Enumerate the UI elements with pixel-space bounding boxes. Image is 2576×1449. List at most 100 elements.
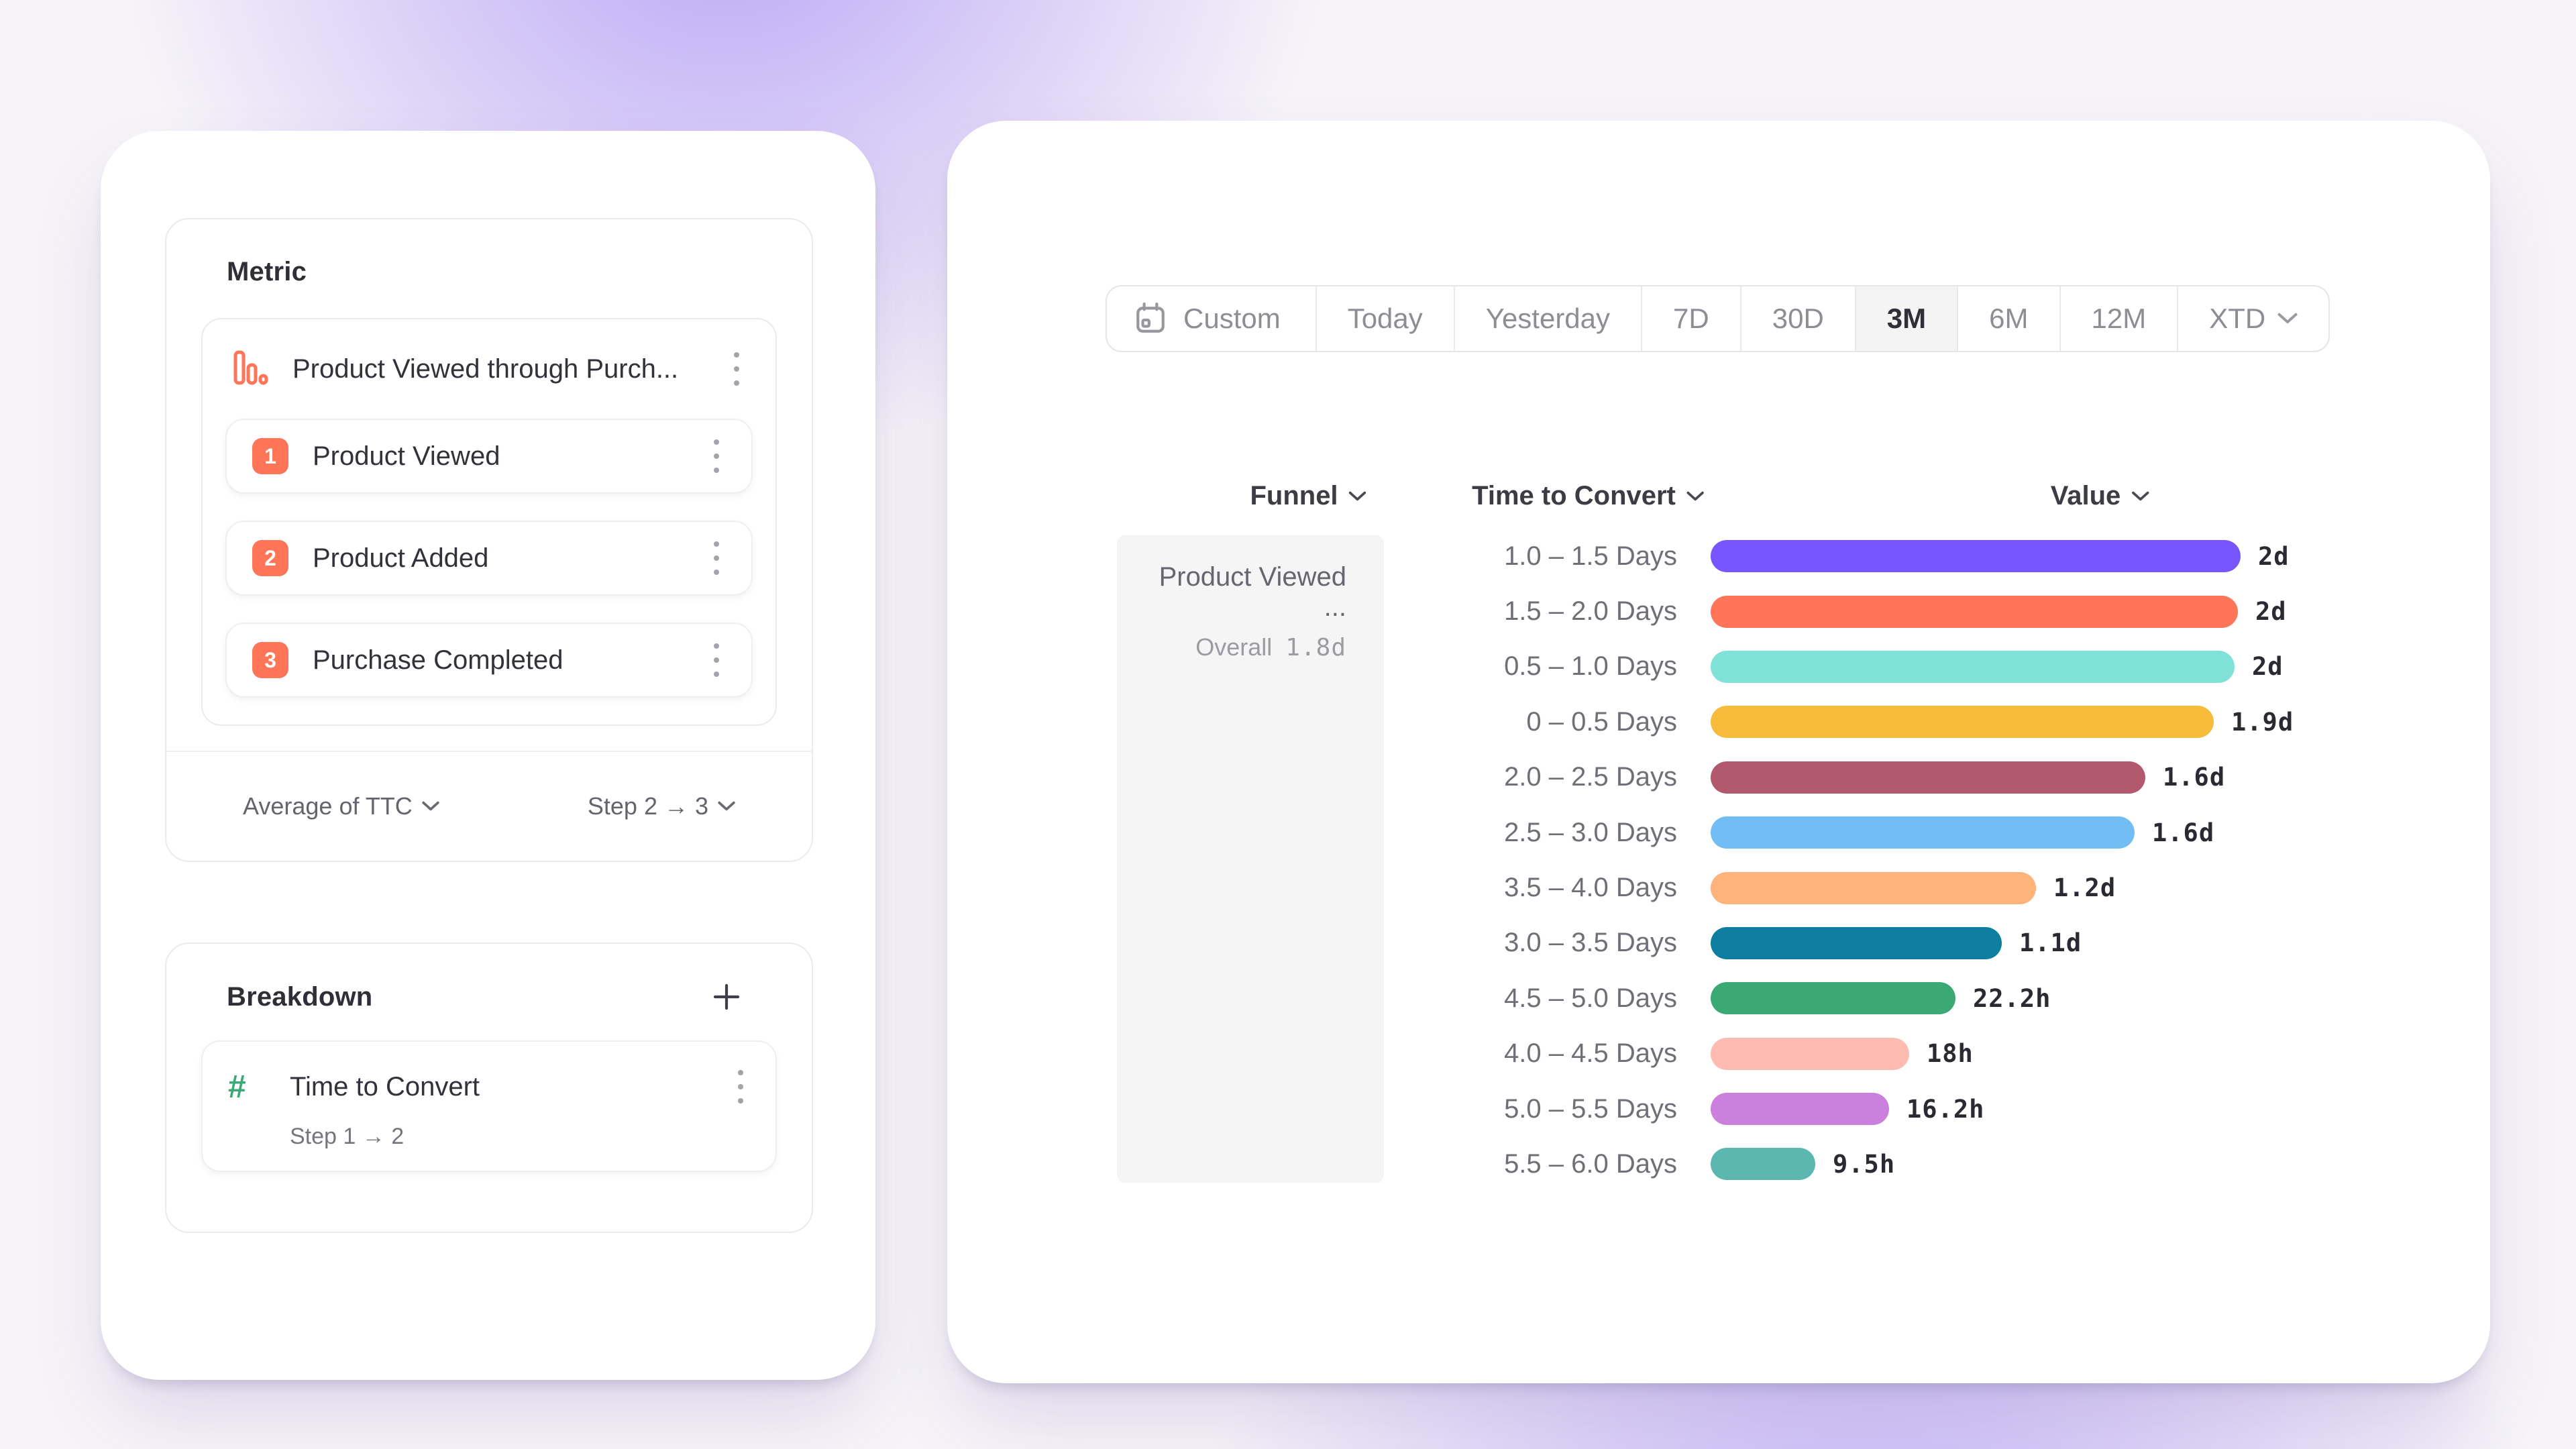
date-range-label: 7D — [1673, 303, 1709, 334]
value-bar[interactable] — [1711, 816, 2135, 849]
date-range-label: Yesterday — [1485, 303, 1611, 334]
value-bar[interactable] — [1711, 926, 2002, 959]
breakdown-section: Breakdown # Time to Convert Step 1 → 2 — [165, 943, 813, 1233]
breakdown-item-card[interactable]: # Time to Convert Step 1 → 2 — [201, 1040, 777, 1172]
value-bar[interactable] — [1711, 982, 1955, 1015]
column-header-label: Time to Convert — [1472, 481, 1676, 511]
funnel-step-1[interactable]: 1 Product Viewed — [225, 419, 753, 494]
bar-value-label: 1.9d — [2231, 707, 2294, 737]
value-bar[interactable] — [1711, 540, 2241, 573]
date-range-label: Custom — [1183, 303, 1281, 334]
breakdown-item-steps: Step 1 → 2 — [290, 1124, 405, 1149]
funnel-metric-card[interactable]: Product Viewed through Purch... 1 Product… — [201, 318, 777, 726]
date-range-6m[interactable]: 6M — [1957, 286, 2059, 351]
date-range-picker: Custom Today Yesterday 7D 30D 3M 6M 12M XTD — [1106, 285, 2330, 352]
bucket-label: 4.0 – 4.5 Days — [1504, 1038, 1677, 1069]
aggregation-dropdown[interactable]: Average of TTC — [243, 792, 439, 820]
step-number-badge: 1 — [252, 438, 288, 474]
bucket-label: 5.5 – 6.0 Days — [1504, 1148, 1677, 1179]
funnel-row-cell[interactable]: Product Viewed ... Overall 1.8d — [1117, 535, 1384, 1183]
kebab-menu-icon[interactable] — [731, 1063, 750, 1110]
date-range-xtd[interactable]: XTD — [2177, 286, 2328, 351]
value-bar[interactable] — [1711, 650, 2235, 683]
date-range-12m[interactable]: 12M — [2059, 286, 2178, 351]
chart-row: 0.5 – 1.0 Days 2d — [947, 639, 2490, 694]
breakdown-item-label: Time to Convert — [290, 1071, 480, 1102]
metric-section: Metric Product Viewed through Purch... 1… — [165, 218, 813, 862]
value-bar[interactable] — [1711, 595, 2238, 628]
date-range-yesterday[interactable]: Yesterday — [1453, 286, 1641, 351]
funnel-metric-name: Product Viewed through Purch... — [292, 354, 679, 384]
step-range-label: Step 2 → 3 — [587, 792, 708, 820]
metric-section-title: Metric — [227, 257, 307, 286]
bucket-label: 2.0 – 2.5 Days — [1504, 762, 1677, 792]
chevron-down-icon — [1348, 491, 1366, 500]
bar-value-label: 18h — [1927, 1039, 1974, 1069]
funnel-name: Product Viewed ... — [1159, 562, 1346, 622]
value-bar[interactable] — [1711, 1148, 1815, 1181]
date-range-3m[interactable]: 3M — [1854, 286, 1957, 351]
chart-row: 3.0 – 3.5 Days 1.1d — [947, 916, 2490, 971]
bar-value-label: 2d — [2255, 597, 2287, 627]
step-event-label: Purchase Completed — [313, 645, 564, 675]
step-range-dropdown[interactable]: Step 2 → 3 — [588, 792, 735, 820]
date-range-label: 12M — [2091, 303, 2147, 334]
step-number-badge: 2 — [252, 540, 288, 576]
chart-row: 2.5 – 3.0 Days 1.6d — [947, 805, 2490, 860]
chart-row: 1.5 – 2.0 Days 2d — [947, 584, 2490, 639]
kebab-menu-icon[interactable] — [707, 433, 726, 480]
bar-value-label: 9.5h — [1833, 1149, 1896, 1179]
chart-row: 0 – 0.5 Days 1.9d — [947, 694, 2490, 749]
kebab-menu-icon[interactable] — [707, 637, 726, 684]
value-bar[interactable] — [1711, 1093, 1889, 1126]
plus-icon — [713, 983, 740, 1010]
number-hash-icon: # — [228, 1069, 246, 1105]
column-header-funnel[interactable]: Funnel — [1250, 481, 1366, 511]
chart-row: 5.5 – 6.0 Days 9.5h — [947, 1136, 2490, 1191]
value-bar[interactable] — [1711, 706, 2214, 739]
funnel-bars-icon — [232, 349, 270, 390]
bucket-label: 3.5 – 4.0 Days — [1504, 873, 1677, 903]
date-range-label: Today — [1347, 303, 1423, 334]
kebab-menu-icon[interactable] — [727, 345, 746, 392]
date-range-7d[interactable]: 7D — [1641, 286, 1740, 351]
bucket-label: 3.0 – 3.5 Days — [1504, 928, 1677, 958]
column-header-label: Funnel — [1250, 481, 1338, 511]
step-number-badge: 3 — [252, 642, 288, 678]
column-header-value[interactable]: Value — [2051, 481, 2149, 511]
time-to-convert-bar-chart: 1.0 – 1.5 Days 2d 1.5 – 2.0 Days 2d 0.5 – 1.… — [947, 529, 2490, 1192]
bucket-label: 4.5 – 5.0 Days — [1504, 983, 1677, 1013]
bucket-label: 1.0 – 1.5 Days — [1504, 541, 1677, 571]
bucket-label: 1.5 – 2.0 Days — [1504, 596, 1677, 627]
value-bar[interactable] — [1711, 871, 2036, 904]
date-range-today[interactable]: Today — [1315, 286, 1454, 351]
overall-value: 1.8d — [1285, 634, 1346, 661]
kebab-menu-icon[interactable] — [707, 535, 726, 582]
chart-row: 4.0 – 4.5 Days 18h — [947, 1026, 2490, 1081]
funnel-metric-header[interactable]: Product Viewed through Purch... — [203, 319, 775, 419]
metric-footer: Average of TTC Step 2 → 3 — [166, 751, 812, 861]
date-range-custom[interactable]: Custom — [1107, 286, 1316, 351]
bar-value-label: 2d — [2258, 541, 2290, 571]
bucket-label: 2.5 – 3.0 Days — [1504, 817, 1677, 847]
column-header-label: Value — [2050, 481, 2121, 511]
column-header-time-to-convert[interactable]: Time to Convert — [1472, 481, 1704, 511]
aggregation-label: Average of TTC — [243, 792, 413, 820]
chart-row: 4.5 – 5.0 Days 22.2h — [947, 971, 2490, 1026]
bucket-label: 0 – 0.5 Days — [1526, 706, 1677, 737]
add-breakdown-button[interactable] — [711, 981, 742, 1012]
date-range-label: 3M — [1886, 303, 1927, 334]
value-bar[interactable] — [1711, 761, 2145, 794]
breakdown-section-title: Breakdown — [227, 981, 373, 1012]
report-panel: Custom Today Yesterday 7D 30D 3M 6M 12M XTD Funn… — [947, 121, 2490, 1383]
funnel-step-3[interactable]: 3 Purchase Completed — [225, 623, 753, 698]
bar-value-label: 1.6d — [2152, 818, 2215, 847]
chevron-down-icon — [2131, 491, 2149, 500]
value-bar[interactable] — [1711, 1037, 1909, 1070]
funnel-step-2[interactable]: 2 Product Added — [225, 521, 753, 596]
date-range-30d[interactable]: 30D — [1739, 286, 1855, 351]
date-range-label: 6M — [1989, 303, 2029, 334]
date-range-label: 30D — [1772, 303, 1824, 334]
bucket-label: 0.5 – 1.0 Days — [1504, 651, 1677, 682]
bar-value-label: 22.2h — [1973, 983, 2051, 1013]
